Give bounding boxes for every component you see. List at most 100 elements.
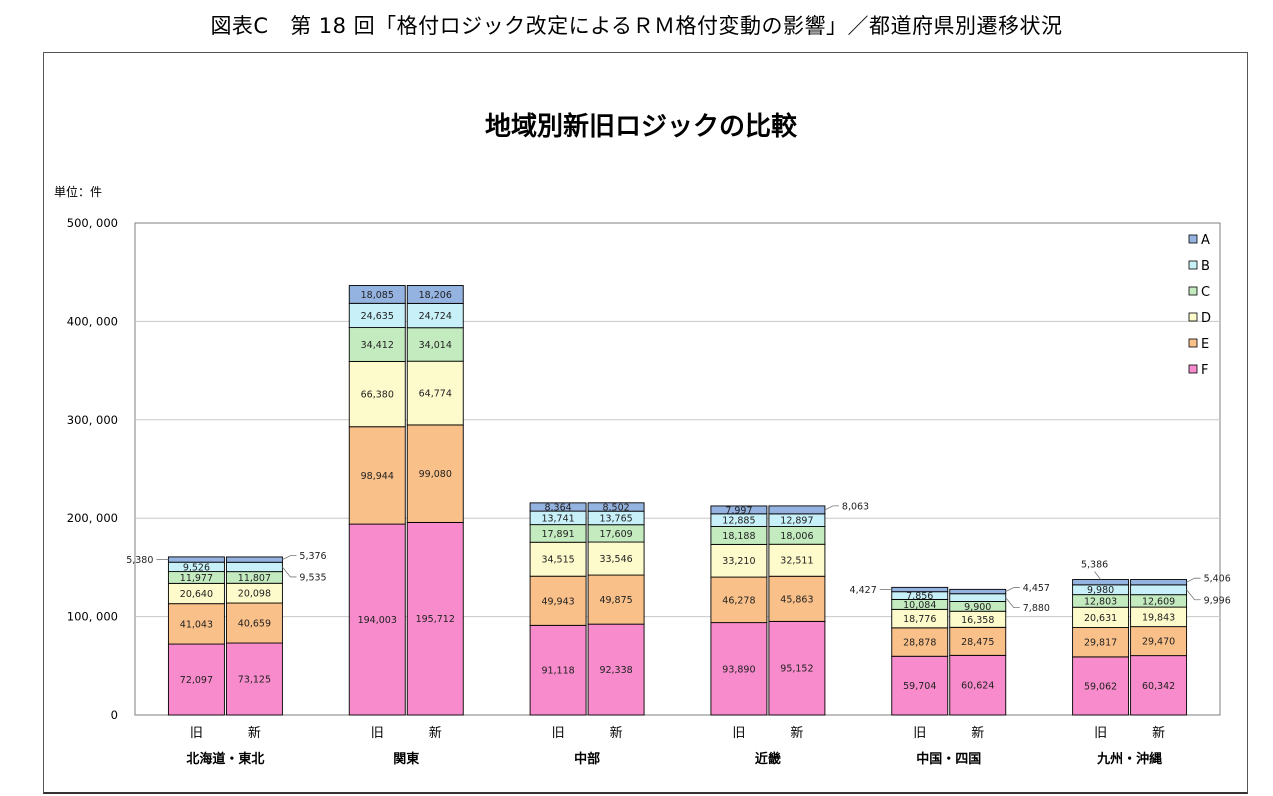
bar-label: 旧 xyxy=(1094,726,1107,741)
callout-line xyxy=(1094,571,1101,580)
callouts: 5,380 5,376 9,535 8,063 4,427 4,457 7,880 5,386… xyxy=(126,501,1231,614)
chart-title: 地域別新旧ロジックの比較 xyxy=(485,111,798,142)
segment-value-label: 59,062 xyxy=(1084,681,1117,692)
bar-segment-F xyxy=(949,654,1007,716)
segment-value-label: 7,997 xyxy=(725,505,752,516)
bar-segment-A xyxy=(529,502,587,512)
category-label: 九州・沖縄 xyxy=(1096,751,1162,767)
bar-segment-F xyxy=(587,623,645,716)
segment-value-label: 10,084 xyxy=(903,600,936,611)
legend-label: A xyxy=(1201,233,1210,248)
segment-value-label: 28,475 xyxy=(961,637,994,648)
segment-value-label: 12,885 xyxy=(722,516,755,527)
bar-segment-D xyxy=(710,543,768,578)
bar-segment-A xyxy=(167,556,225,563)
bar-segment-F xyxy=(768,620,826,716)
bar-segment-E xyxy=(710,576,768,624)
plot-area xyxy=(134,222,1221,716)
y-tick-label: 200, 000 xyxy=(67,511,118,525)
bar-segment-E xyxy=(1130,626,1188,657)
bar-segment-A xyxy=(949,588,1007,595)
segment-value-label: 46,278 xyxy=(722,595,755,606)
segment-value-label: 18,006 xyxy=(780,531,813,542)
bar-segment-F xyxy=(891,655,949,716)
bar-segment-E xyxy=(225,602,283,644)
bar-segment-E xyxy=(1072,627,1130,658)
segment-value-label: 17,609 xyxy=(599,529,632,540)
segment-value-label: 29,470 xyxy=(1142,637,1175,648)
legend-swatch-A xyxy=(1188,234,1198,244)
bar-segment-B xyxy=(949,593,1007,602)
y-tick-label: 500, 000 xyxy=(67,216,118,230)
bar-segment-B xyxy=(225,561,283,573)
segment-value-label: 99,080 xyxy=(419,469,452,480)
bar-segment-B xyxy=(406,302,464,329)
callout-line xyxy=(1186,577,1201,583)
segment-value-label: 17,891 xyxy=(541,529,574,540)
segment-value-label: 34,412 xyxy=(361,340,394,351)
bar-segment-F xyxy=(167,643,225,716)
callout-label: 5,406 xyxy=(1204,574,1231,585)
segment-value-label: 11,807 xyxy=(238,573,271,584)
bar-segment-F xyxy=(406,521,464,716)
segment-value-label: 20,098 xyxy=(238,589,271,600)
bar-label: 新 xyxy=(1152,725,1165,741)
bar-segment-E xyxy=(768,575,826,622)
bar-label: 旧 xyxy=(732,726,745,741)
bar-segment-E xyxy=(891,627,949,657)
segment-value-label: 95,152 xyxy=(780,664,813,675)
bar-label: 旧 xyxy=(190,726,203,741)
bar-segment-A xyxy=(225,556,283,563)
segment-value-label: 60,624 xyxy=(961,681,994,692)
unit-label: 単位：件 xyxy=(54,184,102,199)
legend-swatch-B xyxy=(1188,260,1198,270)
category-label: 近畿 xyxy=(755,751,781,767)
segment-value-label: 19,843 xyxy=(1142,612,1175,623)
segment-value-label: 7,856 xyxy=(906,591,933,602)
bar-label: 新 xyxy=(248,725,261,741)
bar-segment-A xyxy=(768,505,826,515)
gridlines xyxy=(135,320,1220,618)
segment-value-label: 60,342 xyxy=(1142,681,1175,692)
callout-label: 9,996 xyxy=(1204,595,1231,606)
segment-value-label: 18,206 xyxy=(419,290,452,301)
segment-value-label: 12,803 xyxy=(1084,596,1117,607)
legend-swatch-C xyxy=(1188,286,1198,296)
segment-value-label: 29,817 xyxy=(1084,638,1117,649)
segment-value-label: 33,210 xyxy=(722,556,755,567)
bar-segment-E xyxy=(587,574,645,625)
bar-segment-A xyxy=(406,285,464,304)
segment-value-label: 9,526 xyxy=(183,562,210,573)
legend-label: B xyxy=(1201,259,1210,274)
legend-swatch-F xyxy=(1188,364,1198,374)
y-axis: 0 100, 000 200, 000 300, 000 400, 000 500, 00… xyxy=(67,216,118,722)
bar-segment-D xyxy=(768,543,826,577)
segment-value-label: 59,704 xyxy=(903,681,936,692)
category-label: 中国・四国 xyxy=(916,751,981,767)
segment-value-label: 18,188 xyxy=(722,531,755,542)
bar-segment-C xyxy=(348,327,406,362)
y-tick-label: 300, 000 xyxy=(67,413,118,427)
bar-segment-E xyxy=(406,424,464,523)
segment-value-label: 8,364 xyxy=(544,502,571,513)
callout-label: 7,880 xyxy=(1023,603,1050,614)
segment-value-label: 32,511 xyxy=(780,556,813,567)
segment-value-label: 24,635 xyxy=(361,311,394,322)
bar-label: 旧 xyxy=(371,726,384,741)
stacked-bar-chart: 地域別新旧ロジックの比較 単位：件 0 100, 000 200, 000 300, … xyxy=(54,111,1231,767)
callout-line xyxy=(282,555,297,560)
segment-value-label: 194,003 xyxy=(358,615,397,626)
bar-segment-F xyxy=(348,523,406,716)
segment-value-label: 49,875 xyxy=(599,595,632,606)
segment-value-label: 45,863 xyxy=(780,594,813,605)
y-tick-label: 400, 000 xyxy=(67,314,118,328)
segment-value-label: 93,890 xyxy=(722,664,755,675)
callout-label: 9,535 xyxy=(299,572,326,583)
segment-value-label: 92,338 xyxy=(599,665,632,676)
bar-segment-F xyxy=(1072,656,1130,716)
category-label: 関東 xyxy=(393,751,419,767)
legend-swatch-E xyxy=(1188,338,1198,348)
callout-label: 5,386 xyxy=(1081,560,1108,571)
category-label: 中部 xyxy=(574,751,600,767)
